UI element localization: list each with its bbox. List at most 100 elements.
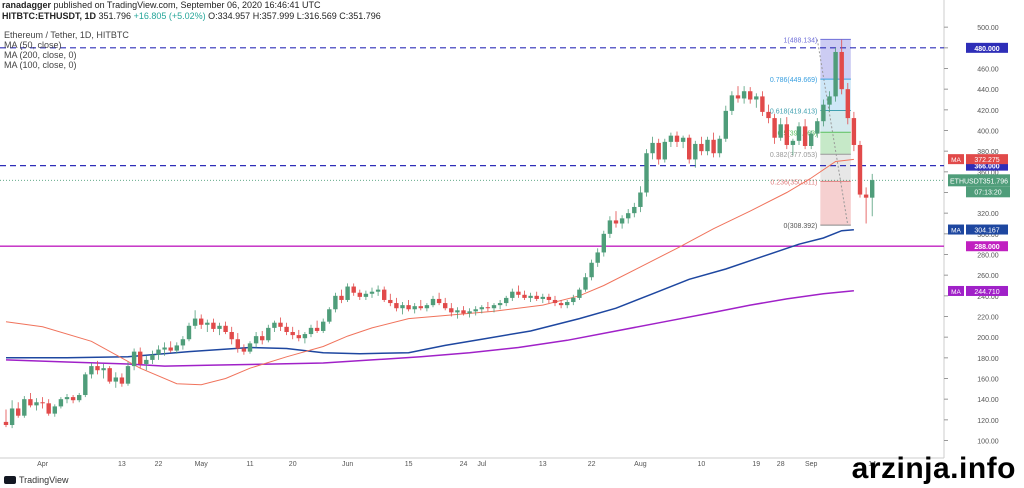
candle-body <box>491 305 497 309</box>
candle-body <box>583 277 588 290</box>
candle-body <box>796 126 802 141</box>
candle <box>760 91 765 117</box>
candle-body <box>247 343 253 352</box>
candle-body <box>845 89 850 119</box>
candle <box>632 202 637 218</box>
candle <box>217 322 222 336</box>
candle-body <box>394 303 399 309</box>
candle <box>260 330 265 345</box>
candle <box>119 373 125 387</box>
author-name[interactable]: ranadagger <box>2 0 52 10</box>
candle-body <box>522 294 527 298</box>
candle-body <box>138 351 143 365</box>
candle <box>735 86 741 103</box>
ma100-line <box>6 228 854 359</box>
x-tick-label: 13 <box>118 461 126 468</box>
legend-ma100[interactable]: MA (100, close, 0) <box>4 60 77 70</box>
candle <box>870 173 875 217</box>
candle-body <box>9 408 15 425</box>
candle-body <box>650 142 655 154</box>
fib-level-label: 0.382(377.053) <box>770 152 817 159</box>
candle-body <box>211 322 216 329</box>
y-tick-label: 280.00 <box>977 253 999 260</box>
y-tick-label: 500.00 <box>977 25 999 32</box>
candle-body <box>314 327 320 331</box>
candle-body <box>662 141 667 160</box>
candle <box>144 355 149 371</box>
candle <box>186 322 192 342</box>
candle-body <box>156 349 161 355</box>
candle-body <box>748 91 753 100</box>
candle <box>656 138 661 165</box>
candle <box>638 186 643 213</box>
candle <box>674 131 680 148</box>
candle <box>107 366 112 384</box>
candle <box>815 118 820 138</box>
candle-body <box>863 194 869 198</box>
candle <box>388 293 393 307</box>
candle <box>394 297 399 312</box>
x-tick-label: 15 <box>405 461 413 468</box>
candle <box>626 209 631 224</box>
candle <box>516 285 521 298</box>
tradingview-brand[interactable]: TradingView <box>4 475 69 485</box>
candle-body <box>546 296 552 300</box>
candle-body <box>113 377 118 382</box>
candle <box>497 299 503 310</box>
legend-ma200[interactable]: MA (200, close, 0) <box>4 50 77 60</box>
candle <box>546 293 552 304</box>
ma-value-tag <box>966 285 1008 296</box>
candle-body <box>34 402 39 406</box>
candle-body <box>284 326 289 332</box>
watermark: arzinja.info <box>851 452 1016 485</box>
candle-body <box>613 220 619 224</box>
y-tick-label: 120.00 <box>977 418 999 425</box>
candle <box>479 305 484 314</box>
candle-body <box>64 397 70 400</box>
candle-body <box>815 121 820 134</box>
candle <box>796 122 802 145</box>
candle-body <box>119 377 125 384</box>
candle <box>363 290 369 300</box>
last-price-text: 351.796 <box>98 11 132 21</box>
candle <box>241 344 247 355</box>
candle <box>443 297 448 311</box>
candle <box>412 303 417 314</box>
candle <box>345 283 350 303</box>
candle <box>357 289 362 300</box>
candle-body <box>400 305 405 309</box>
candle-body <box>28 399 33 406</box>
candle-body <box>577 289 582 298</box>
x-tick-label: 14 <box>868 461 876 468</box>
y-tick-label: 240.00 <box>977 294 999 301</box>
candle <box>168 341 173 353</box>
candle-body <box>632 206 637 214</box>
candle <box>199 314 204 329</box>
candle <box>34 398 39 411</box>
fib-level-label: 0(308.392) <box>783 223 817 230</box>
candle-body <box>870 180 875 198</box>
candle <box>723 105 728 142</box>
candle <box>821 99 826 127</box>
candle <box>138 347 143 369</box>
publish-header: ranadagger published on TradingView.com,… <box>2 0 321 10</box>
candle-body <box>16 408 21 416</box>
fib-zone <box>820 181 851 226</box>
candle <box>247 341 253 354</box>
candle-body <box>357 292 362 297</box>
candle <box>290 326 295 340</box>
candle-body <box>290 332 295 336</box>
candle-body <box>95 366 100 371</box>
candle <box>601 230 606 257</box>
candle <box>589 259 594 281</box>
legend-ma50[interactable]: MA (50, close) <box>4 40 62 50</box>
y-tick-label: 100.00 <box>977 439 999 446</box>
candle <box>717 135 722 158</box>
candle-body <box>205 322 210 325</box>
candle-body <box>644 153 649 193</box>
candle <box>302 332 308 344</box>
candle-body <box>382 289 387 300</box>
candle <box>504 295 509 307</box>
candle <box>162 342 167 356</box>
